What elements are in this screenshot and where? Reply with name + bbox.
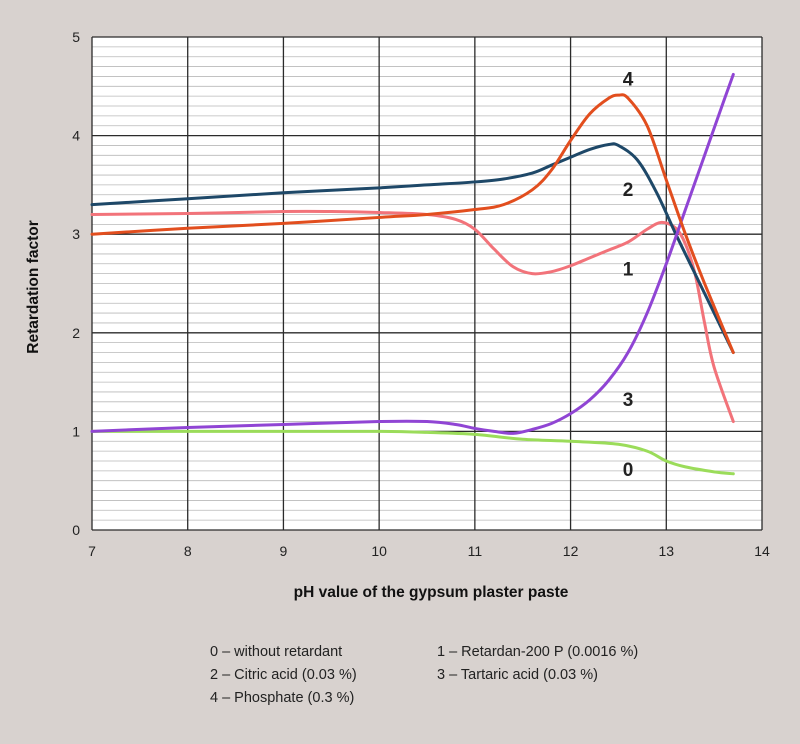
series-line-3	[90, 72, 735, 435]
legend-item-0: 0 – without retardant	[210, 644, 343, 660]
x-axis-ticks: 7 8 9 10 11 12 13 14	[88, 543, 770, 559]
x-tick-label: 12	[563, 543, 579, 559]
x-tick-label: 13	[658, 543, 674, 559]
series-line-1	[90, 209, 735, 424]
series-line-4	[90, 93, 735, 355]
curve-label-3: 3	[623, 390, 634, 411]
x-axis-title: pH value of the gypsum plaster paste	[294, 584, 569, 601]
curve-label-2: 2	[623, 180, 634, 201]
curve-label-0: 0	[623, 460, 634, 481]
legend-item-4: 4 – Phosphate (0.3 %)	[210, 690, 355, 706]
series-line-0	[90, 429, 735, 476]
legend-item-3: 3 – Tartaric acid (0.03 %)	[437, 667, 598, 683]
x-tick-label: 10	[371, 543, 387, 559]
curve-labels: 4 2 1 3 0	[623, 69, 634, 480]
x-tick-label: 9	[280, 543, 288, 559]
y-tick-label: 0	[72, 522, 80, 538]
series-group	[90, 72, 735, 476]
x-tick-label: 14	[754, 543, 770, 559]
y-axis-title: Retardation factor	[25, 220, 42, 354]
y-tick-label: 3	[72, 226, 80, 242]
legend-item-2: 2 – Citric acid (0.03 %)	[210, 667, 357, 683]
x-tick-label: 11	[468, 543, 483, 559]
x-tick-label: 8	[184, 543, 192, 559]
legend-item-1: 1 – Retardan-200 P (0.0016 %)	[437, 644, 639, 660]
curve-label-4: 4	[623, 69, 634, 90]
curve-label-1: 1	[623, 260, 634, 281]
y-axis-ticks: 0 1 2 3 4 5	[72, 29, 80, 538]
x-tick-label: 7	[88, 543, 96, 559]
y-tick-label: 5	[72, 29, 80, 45]
y-tick-label: 1	[72, 423, 80, 439]
y-tick-label: 4	[72, 128, 80, 144]
y-tick-label: 2	[72, 325, 80, 341]
